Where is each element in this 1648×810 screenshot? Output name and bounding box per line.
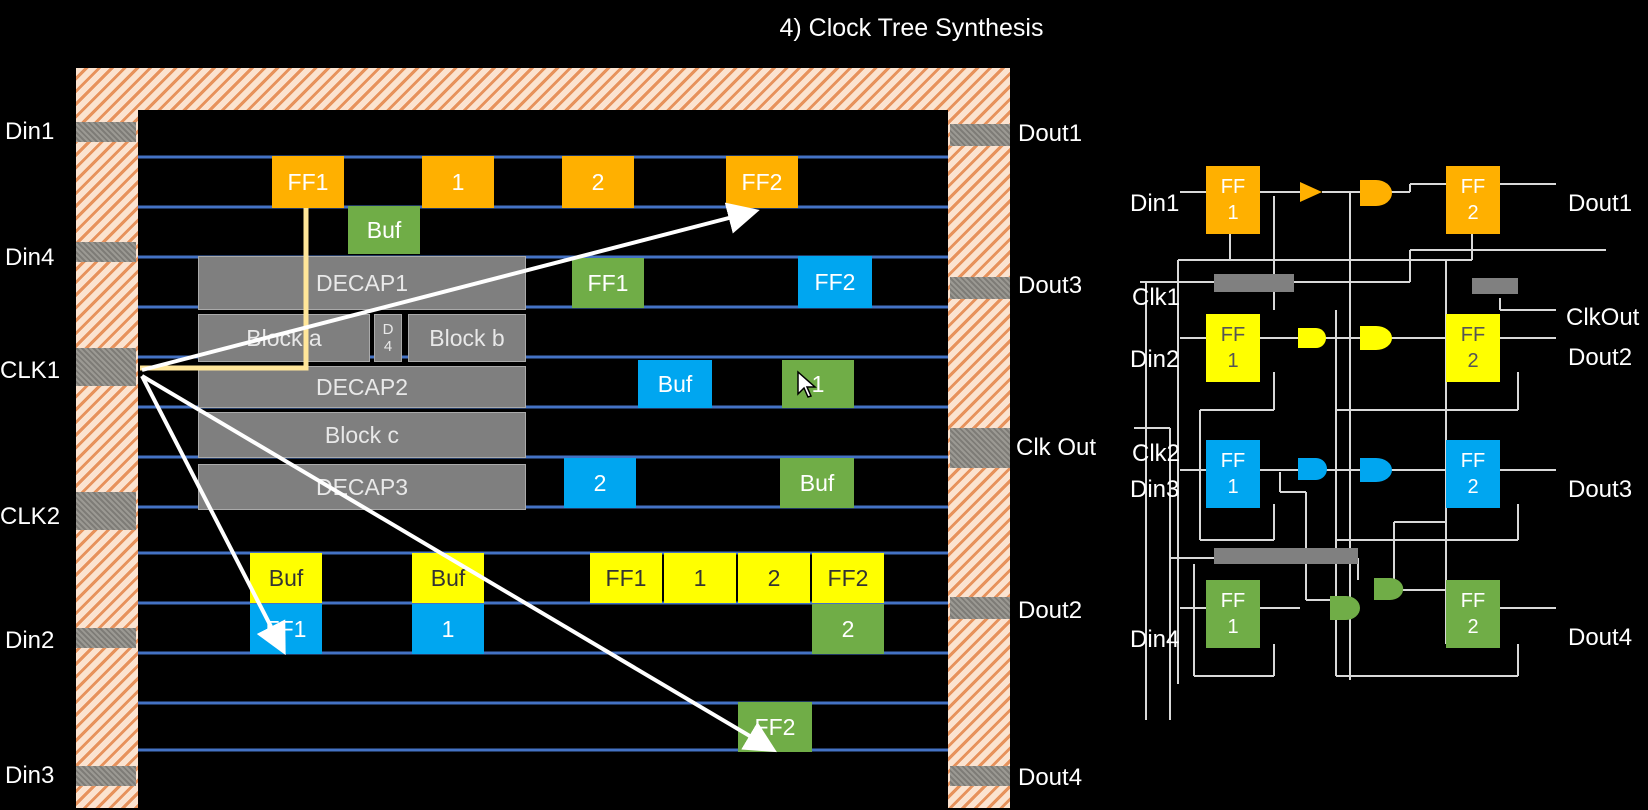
pad-dout4 <box>950 766 1010 786</box>
pad-din4 <box>76 242 136 262</box>
cell-2-green: 2 <box>812 604 884 654</box>
mouse-cursor-icon <box>797 370 817 398</box>
ff1-green: FF1 <box>572 258 644 308</box>
sch-label-din3: Din3 <box>1130 476 1180 503</box>
block-a: Block a <box>198 314 370 362</box>
clock-tree-arrows <box>140 202 777 753</box>
sch-ff1-orange: FF 1 <box>1206 166 1260 234</box>
chip-layout: Din1 Din4 CLK1 CLK2 Din2 Din3 Dout1 Dout… <box>0 68 1096 810</box>
block-b: Block b <box>408 314 526 362</box>
sch-ff1-green: FF 1 <box>1206 580 1260 648</box>
pad-clk1 <box>76 348 136 386</box>
port-label-dout3: Dout3 <box>1018 272 1083 299</box>
sch-label-dout1: Dout1 <box>1568 190 1633 217</box>
and-gate-orange-icon <box>1360 180 1392 206</box>
gray-block-clk1 <box>1214 274 1294 292</box>
sch-label-dout3: Dout3 <box>1568 476 1633 503</box>
sch-ff2-green: FF 2 <box>1446 580 1500 648</box>
buf-blue: Buf <box>638 360 712 408</box>
block-c: Block c <box>198 412 526 458</box>
pad-din2 <box>76 628 136 648</box>
port-label-din2: Din2 <box>5 627 55 654</box>
ff1-yellow: FF1 <box>590 553 662 603</box>
pad-din3 <box>76 766 136 786</box>
sch-label-dout2: Dout2 <box>1568 344 1633 371</box>
pad-clkout <box>950 428 1010 468</box>
sch-label-din2: Din2 <box>1130 346 1180 373</box>
and-gate-yellow-icon <box>1360 326 1392 350</box>
buffer-orange-icon <box>1300 182 1322 202</box>
ff2-yellow: FF2 <box>812 553 884 603</box>
port-label-din1: Din1 <box>5 118 55 145</box>
port-label-dout2: Dout2 <box>1018 597 1083 624</box>
buf-green: Buf <box>780 458 854 508</box>
buffer-blue-icon <box>1298 458 1327 480</box>
buf-green-top: Buf <box>348 206 420 254</box>
port-label-clk2: CLK2 <box>0 503 61 530</box>
decap3-cell: DECAP3 <box>198 464 526 510</box>
sch-ff2-yellow: FF 2 <box>1446 314 1500 382</box>
and-gate-green-a-icon <box>1330 596 1360 620</box>
clock-arrow-ff2-orange <box>141 202 760 372</box>
cell-1-blue: 1 <box>412 604 484 654</box>
cell-1-orange: 1 <box>422 156 494 208</box>
cell-2-orange: 2 <box>562 156 634 208</box>
ff2-blue: FF2 <box>798 256 872 308</box>
schematic-gates <box>1214 180 1518 620</box>
cell-1-green: 1 <box>782 360 854 408</box>
sch-ff2-blue: FF 2 <box>1446 440 1500 508</box>
sch-label-clkout: ClkOut <box>1566 304 1640 331</box>
buf-yellow-b: Buf <box>412 553 484 603</box>
decap2-cell: DECAP2 <box>198 366 526 408</box>
and-gate-green-b-icon <box>1374 578 1404 600</box>
sch-ff1-blue: FF 1 <box>1206 440 1260 508</box>
pad-din1 <box>76 122 136 142</box>
sch-label-din1: Din1 <box>1130 190 1180 217</box>
sch-label-din4: Din4 <box>1130 626 1180 653</box>
clock-arrow-ff1-blue <box>140 375 286 656</box>
slide-title: 4) Clock Tree Synthesis <box>779 14 1044 42</box>
pad-clk2 <box>76 492 136 530</box>
pad-dout3 <box>950 277 1010 299</box>
gray-block-clkout <box>1472 278 1518 294</box>
cell-2-blue: 2 <box>564 458 636 508</box>
cell-2-yellow: 2 <box>738 553 810 603</box>
sch-ff1-yellow: FF 1 <box>1206 314 1260 382</box>
port-label-dout4: Dout4 <box>1018 764 1083 791</box>
sch-label-clk2: Clk2 <box>1132 440 1181 467</box>
port-label-din3: Din3 <box>5 762 55 789</box>
schematic: FF 1 FF 2 FF 1 FF 2 FF 1 FF 2 FF 1 FF 2 <box>1110 160 1648 720</box>
and-gate-blue-icon <box>1360 458 1392 482</box>
ff2-orange: FF2 <box>726 156 798 208</box>
buf-yellow-a: Buf <box>250 553 322 603</box>
clock-net-ff1 <box>140 208 309 371</box>
sch-label-dout4: Dout4 <box>1568 624 1633 651</box>
port-label-clk1: CLK1 <box>0 357 61 384</box>
pad-dout1 <box>950 124 1010 146</box>
clock-arrow-ff2-green <box>140 374 777 753</box>
port-label-clkout: Clk Out <box>1016 434 1097 461</box>
gray-block-clk2 <box>1214 548 1358 564</box>
sch-ff2-orange: FF 2 <box>1446 166 1500 234</box>
ff1-orange: FF1 <box>272 156 344 208</box>
port-label-dout1: Dout1 <box>1018 120 1083 147</box>
pad-dout2 <box>950 597 1010 619</box>
port-label-din4: Din4 <box>5 244 55 271</box>
sch-label-clk1: Clk1 <box>1132 284 1181 311</box>
buffer-yellow-icon <box>1298 328 1326 348</box>
cell-1-yellow: 1 <box>664 553 736 603</box>
